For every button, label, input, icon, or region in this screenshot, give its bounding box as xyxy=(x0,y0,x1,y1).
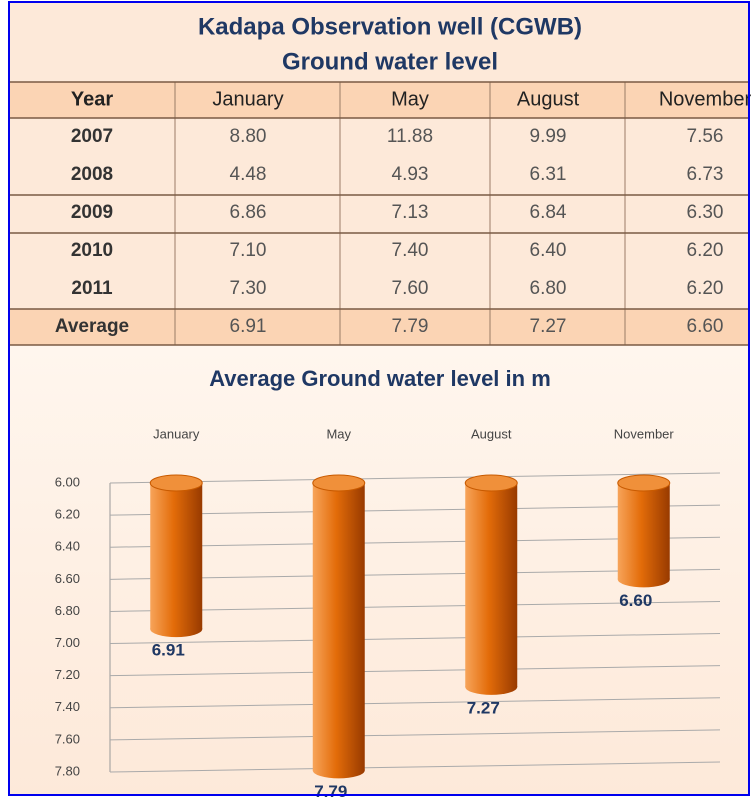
grid-line xyxy=(109,761,721,773)
table-background xyxy=(9,2,749,345)
y-tick-label: 7.20 xyxy=(55,667,80,682)
table-cell: 7.56 xyxy=(687,126,724,147)
table-cell: 6.84 xyxy=(530,202,567,223)
category-label: January xyxy=(153,426,200,441)
grid-line xyxy=(109,633,721,645)
table-cell: 6.20 xyxy=(687,278,724,299)
bar-bottom xyxy=(150,621,203,638)
y-tick-label: 6.80 xyxy=(55,603,80,618)
grid-line xyxy=(109,729,721,741)
data-label: 6.60 xyxy=(619,591,652,610)
table-cell: 6.20 xyxy=(687,240,724,261)
y-tick-label: 6.00 xyxy=(55,474,80,489)
bar-top xyxy=(149,474,203,492)
table-cell: 7.13 xyxy=(392,202,429,223)
bar-top xyxy=(312,474,366,492)
table-title: Ground water level xyxy=(282,48,498,75)
table-cell: 6.91 xyxy=(230,316,267,337)
data-label: 7.27 xyxy=(467,698,500,717)
y-tick-label: 7.40 xyxy=(55,699,80,714)
grid-line xyxy=(109,665,721,677)
column-header: November xyxy=(659,88,752,110)
y-tick-label: 6.20 xyxy=(55,507,80,522)
table-cell: 6.31 xyxy=(530,164,567,185)
bar-top xyxy=(617,474,671,492)
category-label: May xyxy=(326,426,351,441)
table-cell: 7.40 xyxy=(392,240,429,261)
grid-line xyxy=(109,472,721,484)
table-cell: 7.10 xyxy=(230,240,267,261)
table-cell: 2007 xyxy=(71,126,113,147)
data-label: 6.91 xyxy=(152,641,185,660)
table-cell: 4.93 xyxy=(392,164,429,185)
average-row xyxy=(9,309,749,345)
bar xyxy=(465,483,518,687)
table-cell: 11.88 xyxy=(387,126,433,147)
table-cell: 8.80 xyxy=(230,126,267,147)
table-cell: Average xyxy=(55,316,129,337)
column-header: May xyxy=(391,88,429,110)
category-label: August xyxy=(471,426,512,441)
column-header: January xyxy=(212,88,283,110)
grid-line xyxy=(109,697,721,709)
data-label: 7.79 xyxy=(314,782,347,798)
table-cell: 2010 xyxy=(71,240,113,261)
bar xyxy=(312,483,365,771)
table-cell: 2011 xyxy=(71,278,113,299)
y-tick-label: 7.80 xyxy=(55,763,80,778)
bar-top xyxy=(464,474,518,492)
column-header: August xyxy=(517,88,580,110)
table-cell: 2009 xyxy=(71,202,113,223)
table-cell: 6.30 xyxy=(687,202,724,223)
bar-bottom xyxy=(465,678,518,695)
category-label: November xyxy=(614,426,675,441)
y-tick-label: 6.60 xyxy=(55,571,80,586)
y-tick-label: 7.00 xyxy=(55,635,80,650)
table-cell: 6.86 xyxy=(230,202,267,223)
bar-bottom xyxy=(312,762,365,779)
y-tick-label: 6.40 xyxy=(55,539,80,554)
table-cell: 6.80 xyxy=(530,278,567,299)
y-tick-label: 7.60 xyxy=(55,731,80,746)
table-cell: 6.73 xyxy=(687,164,724,185)
table-title: Kadapa Observation well (CGWB) xyxy=(198,13,582,40)
bar xyxy=(150,483,203,630)
chart-title: Average Ground water level in m xyxy=(209,366,551,391)
grid-line xyxy=(109,600,721,612)
table-cell: 7.27 xyxy=(530,316,567,337)
bar-bottom xyxy=(617,571,670,588)
column-header: Year xyxy=(71,88,113,110)
table-cell: 4.48 xyxy=(230,164,267,185)
table-cell: 2008 xyxy=(71,164,113,185)
table-cell: 9.99 xyxy=(530,126,567,147)
frame xyxy=(8,1,750,796)
table-cell: 7.30 xyxy=(230,278,267,299)
table-cell: 6.60 xyxy=(687,316,724,337)
table-cell: 6.40 xyxy=(530,240,567,261)
table-cell: 7.60 xyxy=(392,278,429,299)
header-row xyxy=(9,82,749,118)
table-cell: 7.79 xyxy=(392,316,429,337)
bar xyxy=(617,483,670,580)
